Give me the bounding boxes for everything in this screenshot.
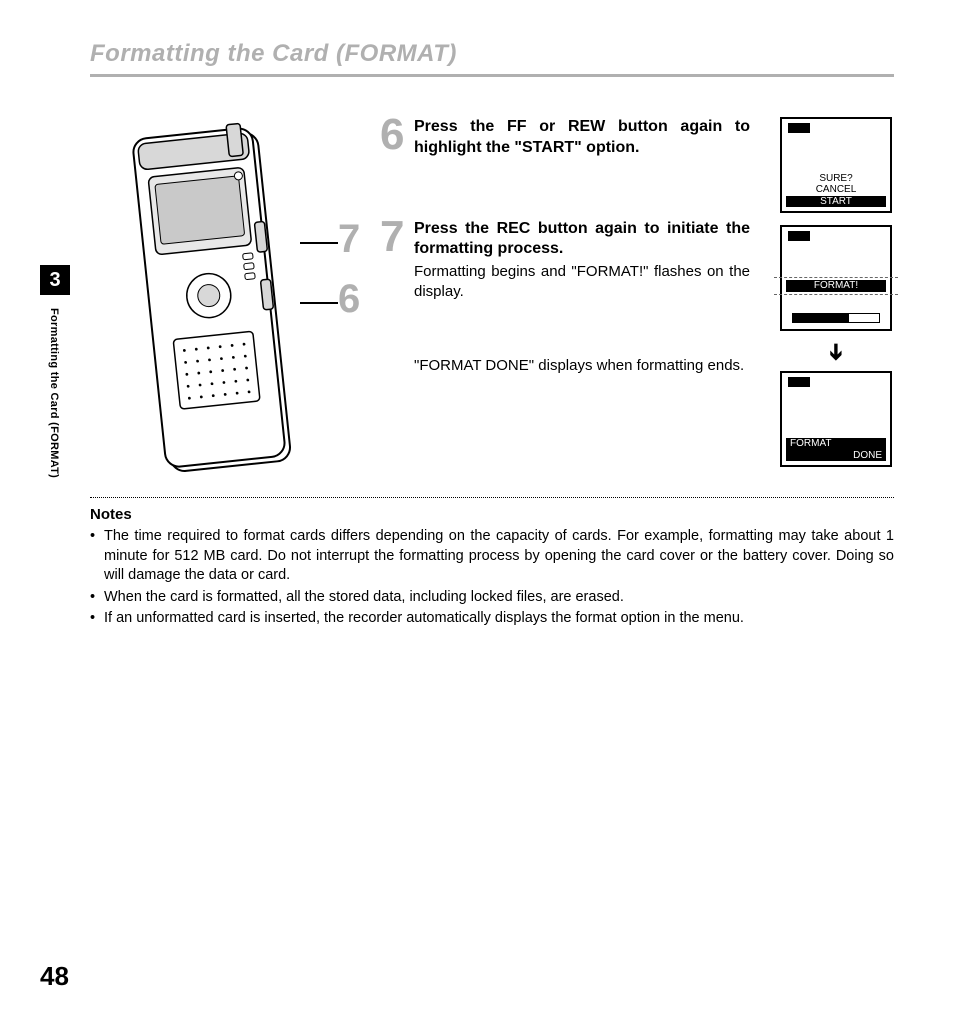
step-6-title: Press the FF or REW button again to high… [414,117,750,159]
step-7-extra: "FORMAT DONE" displays when formatting e… [414,356,750,376]
callout-number-6: 6 [338,277,360,322]
lcd-text: FORMAT DONE [786,438,886,461]
steps-column: 6 Press the FF or REW button again to hi… [380,117,750,416]
step-6-body: Press the FF or REW button again to high… [414,117,750,159]
notes-section: Notes The time required to format cards … [90,506,894,629]
section-tab: 3 [40,265,70,295]
step-7-desc: Formatting begins and "FORMAT!" flashes … [414,262,750,301]
format-flash-band: FORMAT! [774,277,898,295]
step-6: 6 Press the FF or REW button again to hi… [380,117,750,159]
text: or [527,118,568,135]
notes-list: The time required to format cards differ… [90,527,894,629]
note-item: If an unformatted card is inserted, the … [90,609,894,629]
recorder-svg [100,117,330,497]
dash-top [774,277,898,278]
step-7-body: Press the REC button again to initiate t… [414,219,750,376]
rew-label: REW [568,118,605,135]
lcd-sure: SURE? CANCEL START [780,117,892,213]
step-7-number: 7 [380,219,408,376]
battery-icon [788,231,810,241]
ff-label: FF [507,118,527,135]
title-rule [90,74,894,77]
chapter-title: Formatting the Card (FORMAT) [90,40,894,68]
callout-number-7: 7 [338,217,360,262]
lcd-done: FORMAT DONE [780,371,892,467]
lcd-start-line: START [786,196,886,208]
lcd-sure-line: SURE? [786,173,886,185]
note-item: When the card is formatted, all the stor… [90,588,894,608]
progress-bar [792,313,880,323]
side-title: Formatting the Card (FORMAT) [48,308,60,478]
callout-line-6 [300,302,338,304]
lcd-done-l: FORMAT [786,438,886,450]
text: Press the [414,118,507,135]
dash-bottom [774,294,898,295]
text: Press the [414,220,497,237]
battery-icon [788,123,810,133]
step-7: 7 Press the REC button again to initiate… [380,219,750,376]
step-7-title: Press the REC button again to initiate t… [414,219,750,261]
manual-page: Formatting the Card (FORMAT) 3 Formattin… [0,0,954,1022]
progress-fill [793,314,849,322]
arrow-down-icon: ➔ [823,340,849,364]
lcd-cancel-line: CANCEL [786,184,886,196]
notes-title: Notes [90,506,894,523]
step-6-number: 6 [380,117,408,159]
screens-column: SURE? CANCEL START FORMAT! ➔ .arrow-down… [780,117,895,479]
device-illustration [100,117,330,502]
lcd-text: SURE? CANCEL START [786,173,886,208]
page-number: 48 [40,961,69,992]
note-item: The time required to format cards differ… [90,527,894,586]
format-label: FORMAT! [786,280,886,292]
callout-line-7 [300,242,338,244]
lcd-formatting: FORMAT! [780,225,892,331]
lcd-done-r: DONE [786,450,886,462]
battery-icon [788,377,810,387]
rec-label: REC [497,220,531,237]
